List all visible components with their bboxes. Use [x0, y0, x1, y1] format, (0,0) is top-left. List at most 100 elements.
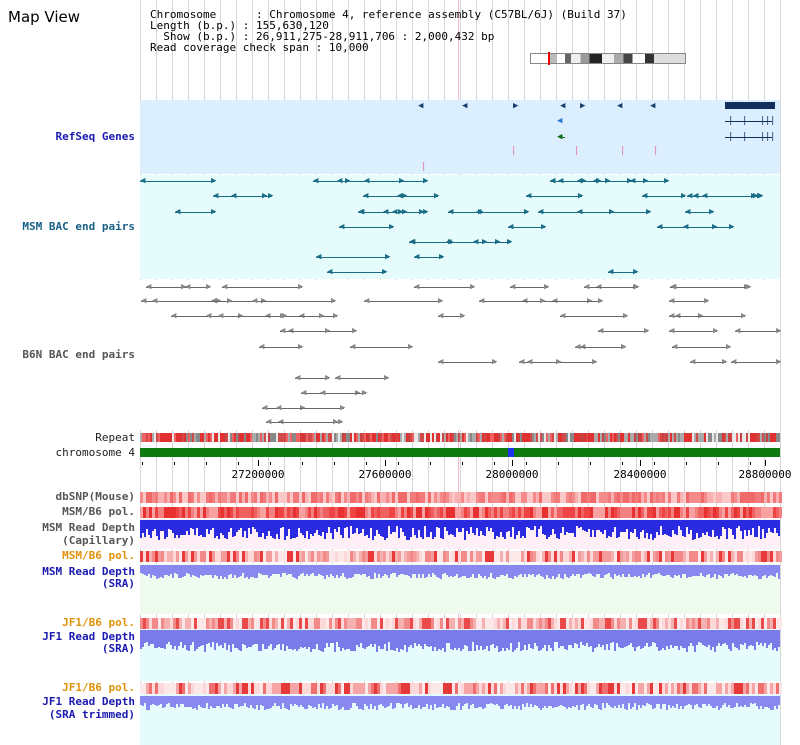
bac-pair-line[interactable] [669, 331, 717, 332]
jf1-b6-pol-heatmap[interactable] [140, 618, 782, 629]
bac-pair-line[interactable] [448, 212, 482, 213]
bac-pair-line[interactable] [152, 301, 231, 302]
bac-pair-line[interactable] [313, 181, 349, 182]
msm-sra-depth[interactable] [140, 565, 780, 579]
bac-pair-line[interactable] [358, 212, 406, 213]
bac-pair-line[interactable] [211, 301, 265, 302]
bac-pair-line[interactable] [265, 316, 323, 317]
msm-bac-label: MSM BAC end pairs [22, 220, 135, 233]
heat-cell [371, 551, 374, 562]
gene-line[interactable] [725, 121, 772, 122]
bac-pair-line[interactable] [409, 242, 452, 243]
bac-pair-line[interactable] [671, 287, 750, 288]
bac-pair-line[interactable] [630, 181, 668, 182]
depth-bar [360, 520, 362, 533]
bac-pair-line[interactable] [669, 301, 708, 302]
bac-pair-line[interactable] [642, 196, 685, 197]
bac-pair-line[interactable] [266, 422, 337, 423]
bac-pair-line[interactable] [685, 212, 713, 213]
bac-pair-line[interactable] [538, 212, 613, 213]
heat-cell [173, 551, 176, 562]
depth-bar [534, 520, 536, 526]
bac-pair-line[interactable] [608, 272, 637, 273]
bac-pair-line[interactable] [222, 287, 302, 288]
bac-pair-line[interactable] [414, 287, 474, 288]
bac-pair-line[interactable] [510, 287, 548, 288]
bac-pair-line[interactable] [669, 316, 745, 317]
bac-pair-line[interactable] [657, 227, 716, 228]
bac-pair-line[interactable] [527, 362, 560, 363]
depth-bar [440, 520, 442, 538]
bac-pair-line[interactable] [276, 408, 344, 409]
jf1-sra-depth[interactable] [140, 630, 780, 654]
chromosome-bar[interactable] [140, 448, 780, 457]
bac-pair-line[interactable] [397, 196, 438, 197]
chromosome-ideogram[interactable] [530, 52, 686, 65]
bac-pair-line[interactable] [327, 272, 386, 273]
bac-pair-line[interactable] [339, 227, 393, 228]
bac-pair-line[interactable] [522, 301, 602, 302]
repeat-segment [760, 433, 762, 442]
heat-cell [704, 492, 707, 503]
bac-pair-line[interactable] [185, 287, 210, 288]
bac-pair-line[interactable] [473, 242, 511, 243]
bac-pair-line[interactable] [560, 316, 627, 317]
repeat-segment [312, 433, 314, 442]
axis-minor-tick [686, 462, 687, 465]
repeat-bar[interactable] [140, 433, 780, 442]
bac-pair-line[interactable] [598, 331, 648, 332]
gene-block[interactable] [725, 102, 775, 109]
bac-pair-line[interactable] [550, 181, 600, 182]
repeat-segment [568, 433, 570, 442]
bac-pair-line[interactable] [584, 287, 638, 288]
bac-pair-line[interactable] [364, 181, 427, 182]
bac-pair-line[interactable] [577, 212, 650, 213]
msm-capillary-depth[interactable] [140, 520, 780, 548]
b6n-bac-track[interactable] [140, 280, 780, 430]
repeat-segment [324, 433, 326, 442]
bac-pair-line[interactable] [218, 316, 284, 317]
bac-pair-line[interactable] [414, 257, 443, 258]
bac-pair-line[interactable] [690, 362, 726, 363]
bac-end-marker: ◀ [171, 311, 177, 321]
bac-pair-line[interactable] [479, 301, 544, 302]
bac-pair-line[interactable] [364, 301, 442, 302]
bac-pair-line[interactable] [731, 362, 780, 363]
bac-pair-line[interactable] [316, 257, 389, 258]
heat-cell [326, 551, 329, 562]
axis-minor-tick [462, 462, 463, 465]
bac-pair-line[interactable] [672, 347, 730, 348]
dbsnp-heatmap[interactable] [140, 492, 782, 503]
bac-pair-line[interactable] [280, 331, 329, 332]
msm-b6-pol-2-heatmap[interactable] [140, 551, 782, 562]
msm-b6-pol-heatmap[interactable] [140, 507, 782, 518]
bac-pair-line[interactable] [259, 347, 302, 348]
bac-pair-line[interactable] [526, 196, 582, 197]
chromosome-track-label: chromosome 4 [55, 446, 135, 459]
bac-pair-line[interactable] [350, 347, 412, 348]
repeat-segment [592, 433, 594, 442]
heat-cell [380, 492, 383, 503]
gene-line[interactable] [725, 137, 772, 138]
bac-pair-line[interactable] [593, 181, 647, 182]
bac-pair-line[interactable] [476, 212, 528, 213]
bac-pair-line[interactable] [438, 362, 496, 363]
bac-pair-line[interactable] [320, 393, 366, 394]
bac-pair-line[interactable] [702, 196, 757, 197]
bac-pair-line[interactable] [575, 347, 625, 348]
gene-line[interactable] [560, 137, 565, 138]
refseq-track[interactable] [140, 100, 780, 174]
bac-pair-line[interactable] [735, 331, 780, 332]
bac-pair-line[interactable] [438, 316, 464, 317]
jf1-b6-pol-2-heatmap[interactable] [140, 683, 782, 694]
jf1-trimmed-depth[interactable] [140, 696, 780, 710]
bac-pair-line[interactable] [335, 378, 388, 379]
bac-pair-line[interactable] [363, 196, 406, 197]
bac-pair-line[interactable] [252, 301, 335, 302]
bac-pair-line[interactable] [175, 212, 215, 213]
bac-pair-line[interactable] [295, 378, 329, 379]
bac-pair-line[interactable] [508, 227, 545, 228]
bac-pair-line[interactable] [140, 181, 215, 182]
bac-pair-line[interactable] [146, 287, 185, 288]
bac-pair-line[interactable] [231, 196, 272, 197]
